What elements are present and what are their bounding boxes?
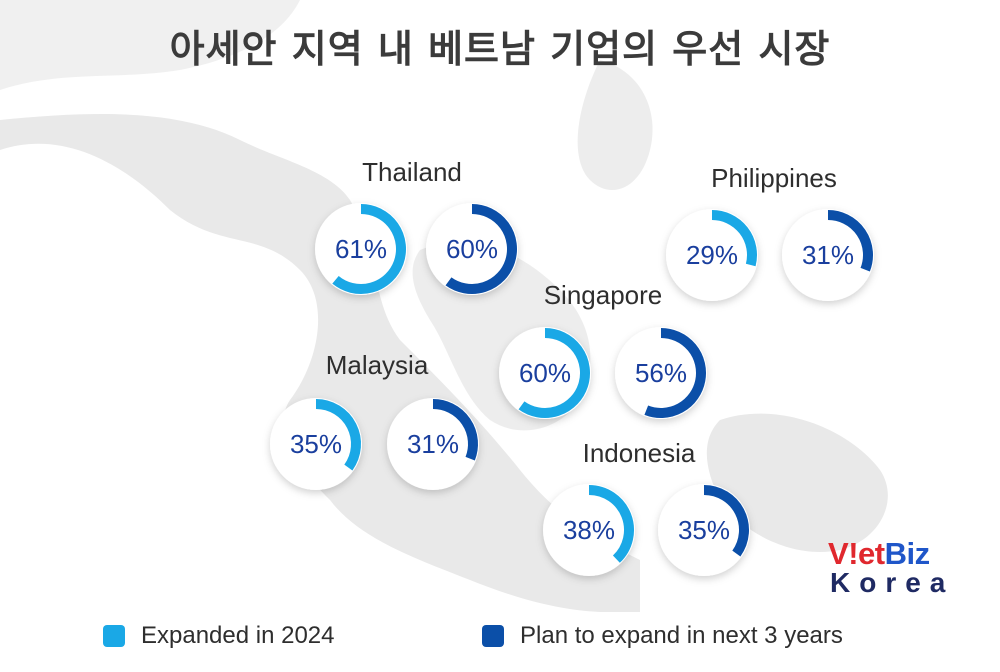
legend-swatch-expanded-2024 bbox=[103, 625, 125, 647]
malaysia-expanded-2024-donut-disc bbox=[270, 398, 362, 490]
malaysia-expanded-2024-donut-arc bbox=[315, 399, 361, 471]
indonesia-expanded-2024-donut-arc bbox=[588, 485, 634, 563]
singapore-plan-3-years-donut-disc bbox=[615, 327, 707, 419]
background-map bbox=[0, 0, 888, 613]
singapore-expanded-2024-value-label: 60% bbox=[519, 358, 571, 388]
page-title: 아세안 지역 내 베트남 기업의 우선 시장 bbox=[169, 27, 831, 71]
thailand-expanded-2024-donut: 61% bbox=[315, 203, 407, 295]
thailand-expanded-2024-donut-disc bbox=[315, 203, 407, 295]
philippines-expanded-2024-donut-disc bbox=[666, 209, 758, 301]
legend-label-expanded-2024: Expanded in 2024 bbox=[141, 622, 335, 649]
singapore-expanded-2024-donut: 60% bbox=[499, 327, 591, 419]
logo-v: V bbox=[828, 536, 849, 571]
singapore-expanded-2024-donut-arc bbox=[518, 328, 590, 418]
singapore-label: Singapore bbox=[544, 280, 663, 310]
logo-biz: Biz bbox=[884, 536, 931, 571]
indonesia-expanded-2024-donut: 38% bbox=[543, 484, 635, 576]
malaysia-expanded-2024-value-label: 35% bbox=[290, 429, 342, 459]
malaysia-label: Malaysia bbox=[326, 350, 429, 380]
philippines-plan-3-years-donut-disc bbox=[782, 209, 874, 301]
malaysia-expanded-2024-donut: 35% bbox=[270, 398, 362, 490]
thailand-expanded-2024-value-label: 61% bbox=[335, 234, 387, 264]
malaysia-plan-3-years-value-label: 31% bbox=[407, 429, 459, 459]
philippines-plan-3-years-donut-arc bbox=[827, 210, 873, 272]
legend-item-expanded-2024: Expanded in 2024 bbox=[103, 620, 335, 652]
singapore-plan-3-years-donut: 56% bbox=[615, 327, 707, 419]
thailand-label: Thailand bbox=[362, 157, 462, 187]
thailand-plan-3-years-donut: 60% bbox=[426, 203, 518, 295]
legend-swatch-plan-3-years bbox=[482, 625, 504, 647]
philippines-expanded-2024-value-label: 29% bbox=[686, 240, 738, 270]
thailand-plan-3-years-donut-arc bbox=[445, 204, 517, 294]
logo-line-2: Korea bbox=[830, 567, 955, 598]
legend-label-plan-3-years: Plan to expand in next 3 years bbox=[520, 622, 843, 649]
indonesia-label: Indonesia bbox=[583, 438, 696, 468]
philippines-label: Philippines bbox=[711, 163, 837, 193]
singapore-plan-3-years-donut-arc bbox=[644, 328, 706, 418]
malaysia-plan-3-years-donut-arc bbox=[432, 399, 478, 461]
philippines-plan-3-years-donut: 31% bbox=[782, 209, 874, 301]
logo-i: ! bbox=[848, 536, 859, 571]
thailand-plan-3-years-value-label: 60% bbox=[446, 234, 498, 264]
malaysia-plan-3-years-donut-disc bbox=[387, 398, 479, 490]
vietbiz-korea-logo: V!etBiz Korea bbox=[828, 536, 978, 606]
singapore-expanded-2024-donut-disc bbox=[499, 327, 591, 419]
indonesia-plan-3-years-donut: 35% bbox=[658, 484, 750, 576]
philippines-plan-3-years-value-label: 31% bbox=[802, 240, 854, 270]
malaysia-plan-3-years-donut: 31% bbox=[387, 398, 479, 490]
indonesia-plan-3-years-value-label: 35% bbox=[678, 515, 730, 545]
singapore-plan-3-years-value-label: 56% bbox=[635, 358, 687, 388]
legend-item-plan-3-years: Plan to expand in next 3 years bbox=[482, 620, 843, 652]
indonesia-plan-3-years-donut-arc bbox=[703, 485, 749, 557]
thailand-expanded-2024-donut-arc bbox=[332, 204, 406, 294]
logo-line-1: V!etBiz bbox=[828, 536, 930, 572]
logo-et: et bbox=[858, 536, 885, 571]
philippines-expanded-2024-donut-arc bbox=[711, 210, 757, 267]
indonesia-expanded-2024-value-label: 38% bbox=[563, 515, 615, 545]
thailand-plan-3-years-donut-disc bbox=[426, 203, 518, 295]
indonesia-plan-3-years-donut-disc bbox=[658, 484, 750, 576]
philippines-expanded-2024-donut: 29% bbox=[666, 209, 758, 301]
indonesia-expanded-2024-donut-disc bbox=[543, 484, 635, 576]
